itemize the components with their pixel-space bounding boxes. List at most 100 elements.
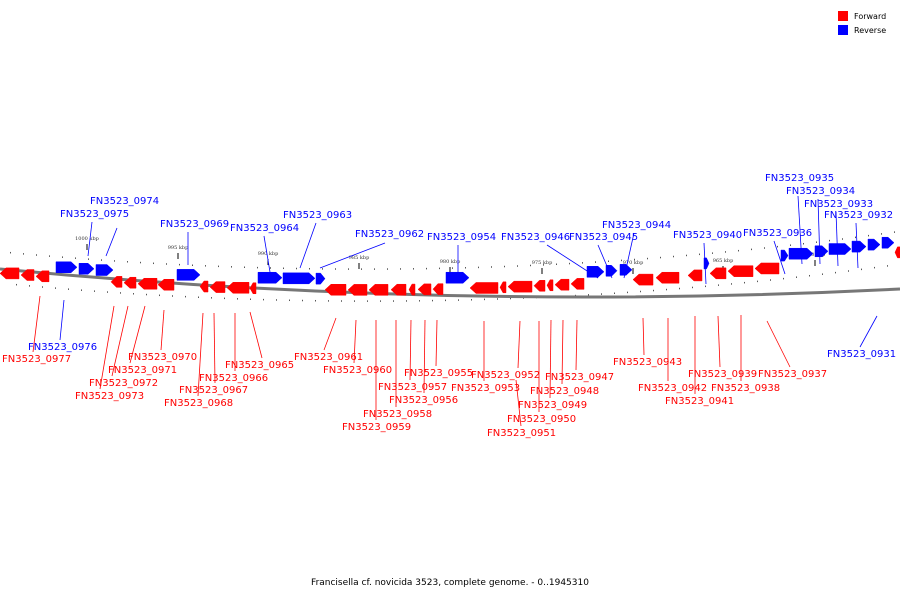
gene-label: FN3523_0935	[765, 173, 834, 184]
track-dot	[595, 261, 596, 263]
track-dot	[62, 256, 63, 258]
gene-layer	[0, 236, 900, 296]
gene-label: FN3523_0957	[378, 382, 447, 393]
track-dot	[543, 264, 544, 266]
track-dot	[868, 234, 869, 237]
gene-label: FN3523_0963	[283, 210, 352, 221]
legend-forward-label: Forward	[854, 11, 887, 21]
track-dot	[283, 267, 284, 270]
track-dot	[36, 254, 37, 256]
forward-gene-arrow	[408, 283, 416, 296]
gene-leader-line	[111, 305, 129, 377]
track-dot	[530, 264, 531, 267]
track-dot	[198, 296, 199, 299]
track-dot	[42, 286, 43, 288]
gene-leader-line	[859, 315, 878, 348]
track-dot	[16, 283, 17, 286]
reverse-gene-arrow	[55, 261, 78, 274]
track-dot	[75, 257, 76, 259]
reverse-gene-arrow	[586, 266, 605, 278]
forward-swatch	[838, 11, 848, 21]
track-dot	[790, 244, 791, 246]
track-dot	[842, 238, 843, 240]
legend: Forward Reverse	[838, 9, 886, 37]
track-dot	[335, 268, 336, 270]
gene-label: FN3523_0936	[743, 228, 812, 239]
track-dot	[816, 241, 817, 243]
gene-label: FN3523_0966	[199, 373, 268, 384]
forward-gene-arrow	[687, 269, 703, 282]
kbp-tick-label: 985 kbp	[349, 255, 370, 261]
gene-leader-line	[423, 319, 426, 394]
track-dot	[426, 267, 427, 270]
forward-gene-arrow	[507, 280, 533, 293]
gene-leader-line	[299, 222, 317, 269]
gene-label: FN3523_0931	[827, 349, 896, 360]
track-dot	[504, 265, 505, 268]
track-dot	[517, 265, 518, 267]
track-dot	[380, 300, 381, 302]
gene-label: FN3523_0965	[225, 360, 294, 371]
gene-label: FN3523_0953	[451, 383, 520, 394]
track-dot	[783, 277, 784, 280]
track-dot	[244, 266, 245, 268]
track-dot	[458, 299, 459, 301]
track-dot	[94, 290, 95, 292]
track-dot	[491, 266, 492, 268]
gene-label: FN3523_0974	[90, 196, 159, 207]
reverse-gene-arrow	[315, 272, 326, 285]
kbp-tick-label: 1000 kbp	[75, 236, 99, 242]
forward-gene-arrow	[137, 277, 158, 290]
gene-label: FN3523_0950	[507, 414, 576, 425]
gene-label: FN3523_0934	[786, 186, 855, 197]
gene-label: FN3523_0939	[688, 369, 757, 380]
forward-gene-arrow	[20, 269, 35, 281]
gene-leader-line	[129, 305, 146, 364]
track-dot	[68, 288, 69, 290]
gene-label: FN3523_0967	[179, 385, 248, 396]
track-dot	[205, 265, 206, 267]
gene-label: FN3523_0977	[2, 354, 71, 365]
track-dot	[705, 285, 706, 288]
track-dot	[835, 271, 836, 274]
reverse-gene-arrow	[780, 249, 789, 262]
track-dot	[179, 263, 180, 266]
kbp-tick-label: 980 kbp	[440, 259, 461, 265]
reverse-gene-arrow	[867, 238, 881, 251]
label-line-layer	[32, 195, 878, 427]
gene-leader-line	[59, 299, 65, 341]
forward-gene-arrow	[554, 278, 570, 291]
gene-label: FN3523_0969	[160, 219, 229, 230]
track-dot	[218, 265, 219, 268]
reverse-gene-arrow	[176, 269, 201, 281]
track-dot	[257, 266, 258, 269]
track-dot	[822, 273, 823, 275]
track-dot	[673, 255, 674, 258]
track-dot	[686, 254, 687, 257]
gene-label: FN3523_0938	[711, 383, 780, 394]
track-dot	[621, 259, 622, 262]
forward-gene-arrow	[324, 284, 347, 296]
kbp-tick-label: 990 kbp	[258, 251, 279, 257]
track-dot	[465, 267, 466, 269]
forward-gene-arrow	[655, 271, 680, 284]
track-dot	[140, 261, 141, 264]
track-dot	[55, 287, 56, 289]
gene-leader-line	[855, 222, 859, 269]
track-dot	[692, 286, 693, 289]
track-dot	[569, 262, 570, 265]
gene-leader-line	[32, 295, 41, 353]
forward-gene-arrow	[199, 280, 209, 293]
gene-leader-line	[597, 244, 613, 279]
gene-label: FN3523_0933	[804, 199, 873, 210]
track-dot	[413, 268, 414, 270]
gene-label: FN3523_0973	[75, 391, 144, 402]
gene-leader-line	[517, 320, 521, 369]
gene-leader-line	[213, 312, 216, 384]
gene-label: FN3523_0970	[128, 352, 197, 363]
track-dot	[582, 262, 583, 264]
gene-label: FN3523_0942	[638, 383, 707, 394]
track-dot	[731, 283, 732, 285]
